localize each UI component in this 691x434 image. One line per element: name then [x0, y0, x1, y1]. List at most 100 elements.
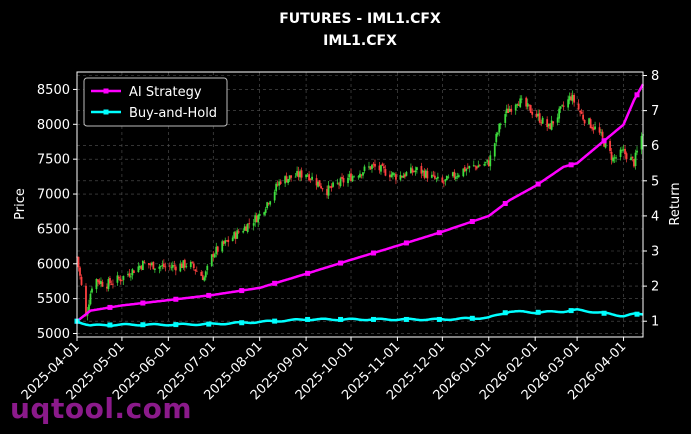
candle-body-2026-02-27 — [573, 94, 576, 103]
candle-body-2025-06-26 — [204, 271, 207, 278]
legend: AI Strategy Buy-and-Hold — [83, 77, 228, 127]
candle-body-2026-02-16 — [556, 117, 559, 123]
candle-body-2025-06-05 — [173, 265, 176, 267]
candle-body-2025-08-25 — [294, 176, 297, 178]
candle-body-2025-08-21 — [288, 175, 291, 180]
candle-body-2025-12-11 — [456, 176, 459, 177]
candle-body-2025-10-10 — [363, 166, 366, 172]
candle-body-2025-10-01 — [350, 173, 352, 182]
candle-body-2025-09-22 — [336, 182, 339, 184]
candle-body-2025-12-10 — [454, 176, 457, 179]
series-marker-buy-and-hold — [206, 321, 212, 327]
candle-body-2025-09-01 — [305, 174, 307, 178]
candle-body-2025-08-22 — [290, 175, 293, 178]
candle-body-2025-12-22 — [472, 165, 475, 166]
series-marker-buy-and-hold — [338, 316, 344, 322]
series-marker-buy-and-hold — [601, 310, 607, 316]
series-marker-buy-and-hold — [370, 316, 376, 322]
candle-body-2025-08-06 — [266, 202, 269, 209]
candle-body-2026-02-18 — [559, 106, 562, 109]
candle-body-2025-07-29 — [254, 215, 257, 223]
y-axis-right-label: Return — [668, 182, 683, 225]
candle-body-2025-04-15 — [97, 279, 99, 282]
candle-body-2025-11-13 — [414, 170, 417, 173]
candle-body-2026-03-26 — [613, 157, 616, 159]
candle-body-2025-08-12 — [275, 183, 278, 192]
candle-body-2026-03-17 — [600, 132, 602, 134]
series-marker-buy-and-hold — [272, 318, 278, 324]
candle-body-2025-04-22 — [107, 278, 110, 289]
candle-body-2025-08-27 — [297, 171, 300, 178]
watermark-logo: uqtool.com — [10, 392, 193, 425]
candle-body-2025-06-09 — [179, 263, 182, 272]
grid-lines — [76, 72, 643, 337]
candle-body-2025-11-06 — [404, 174, 406, 177]
candle-body-2026-01-09 — [499, 123, 502, 126]
y-right-tick-label: 4 — [651, 209, 659, 224]
candle-body-2025-12-01 — [441, 177, 444, 183]
series-marker-buy-and-hold — [535, 309, 541, 315]
candle-body-2025-09-26 — [342, 178, 345, 183]
candle-body-2026-04-08 — [633, 159, 635, 167]
candle-body-2025-06-27 — [206, 265, 209, 271]
candle-body-2026-01-01 — [487, 160, 490, 167]
candle-body-2025-08-29 — [300, 170, 303, 178]
candle-body-2025-12-12 — [457, 175, 460, 177]
candle-body-2025-11-18 — [421, 170, 424, 173]
candle-body-2025-08-19 — [285, 176, 288, 183]
candle-body-2025-09-24 — [339, 178, 342, 187]
candle-body-2025-05-19 — [147, 263, 150, 265]
candle-body-2025-07-21 — [242, 231, 245, 233]
candle-body-2025-11-21 — [426, 171, 429, 179]
candle-body-2025-07-11 — [227, 239, 230, 243]
candle-body-2026-03-23 — [609, 141, 611, 151]
series-marker-buy-and-hold — [107, 322, 113, 328]
candle-body-2025-04-29 — [118, 276, 120, 279]
candle-body-2025-04-07 — [85, 285, 87, 315]
candle-body-2025-10-02 — [351, 176, 354, 182]
legend-ai-strategy-label: AI Strategy — [129, 85, 202, 100]
candle-body-2025-06-02 — [168, 265, 171, 267]
candle-body-2025-10-14 — [369, 166, 372, 170]
candle-body-2026-01-19 — [514, 104, 517, 111]
candle-body-2025-11-19 — [423, 170, 426, 178]
candle-body-2026-03-30 — [619, 149, 622, 158]
candle-body-2025-04-02 — [77, 256, 80, 268]
legend-buy-and-hold-label: Buy-and-Hold — [129, 106, 217, 121]
candle-body-2025-06-16 — [189, 261, 192, 268]
candle-body-2025-11-11 — [411, 168, 414, 173]
series-marker-ai-strategy — [634, 92, 640, 98]
candle-body-2026-01-30 — [531, 112, 534, 115]
candle-body-2025-11-12 — [413, 171, 415, 173]
candle-body-2026-01-13 — [505, 108, 508, 113]
series-marker-ai-strategy — [370, 250, 376, 256]
series-marker-buy-and-hold — [568, 308, 574, 314]
candle-body-2025-11-07 — [405, 172, 408, 176]
candle-body-2025-04-10 — [89, 293, 92, 305]
candle-body-2026-01-08 — [498, 123, 501, 133]
candle-body-2026-01-20 — [516, 104, 519, 106]
candle-body-2025-06-30 — [210, 254, 213, 267]
candle-body-2025-10-07 — [359, 173, 361, 178]
candle-body-2025-05-09 — [132, 270, 135, 273]
series-marker-ai-strategy — [272, 280, 278, 286]
price-candles — [76, 90, 644, 321]
candle-body-2025-04-21 — [106, 286, 108, 289]
candle-body-2025-11-03 — [399, 175, 402, 180]
candle-body-2025-07-01 — [212, 253, 215, 257]
candle-body-2026-02-04 — [538, 113, 541, 123]
candle-body-2026-02-12 — [550, 120, 553, 130]
return-lines — [74, 83, 645, 328]
candle-body-2025-06-13 — [185, 266, 188, 267]
candle-body-2026-01-15 — [508, 109, 511, 112]
candle-body-2025-05-06 — [128, 273, 131, 277]
candle-body-2025-04-28 — [116, 275, 119, 283]
y-right-tick-label: 3 — [651, 245, 659, 260]
candle-body-2025-04-17 — [100, 281, 102, 285]
y-left-tick-label: 5500 — [37, 292, 70, 307]
candle-body-2025-05-08 — [131, 269, 134, 276]
candle-body-2025-06-23 — [200, 271, 203, 276]
candle-body-2025-06-06 — [174, 266, 177, 271]
candle-body-2025-10-08 — [360, 174, 363, 176]
candle-body-2026-03-12 — [592, 127, 595, 131]
